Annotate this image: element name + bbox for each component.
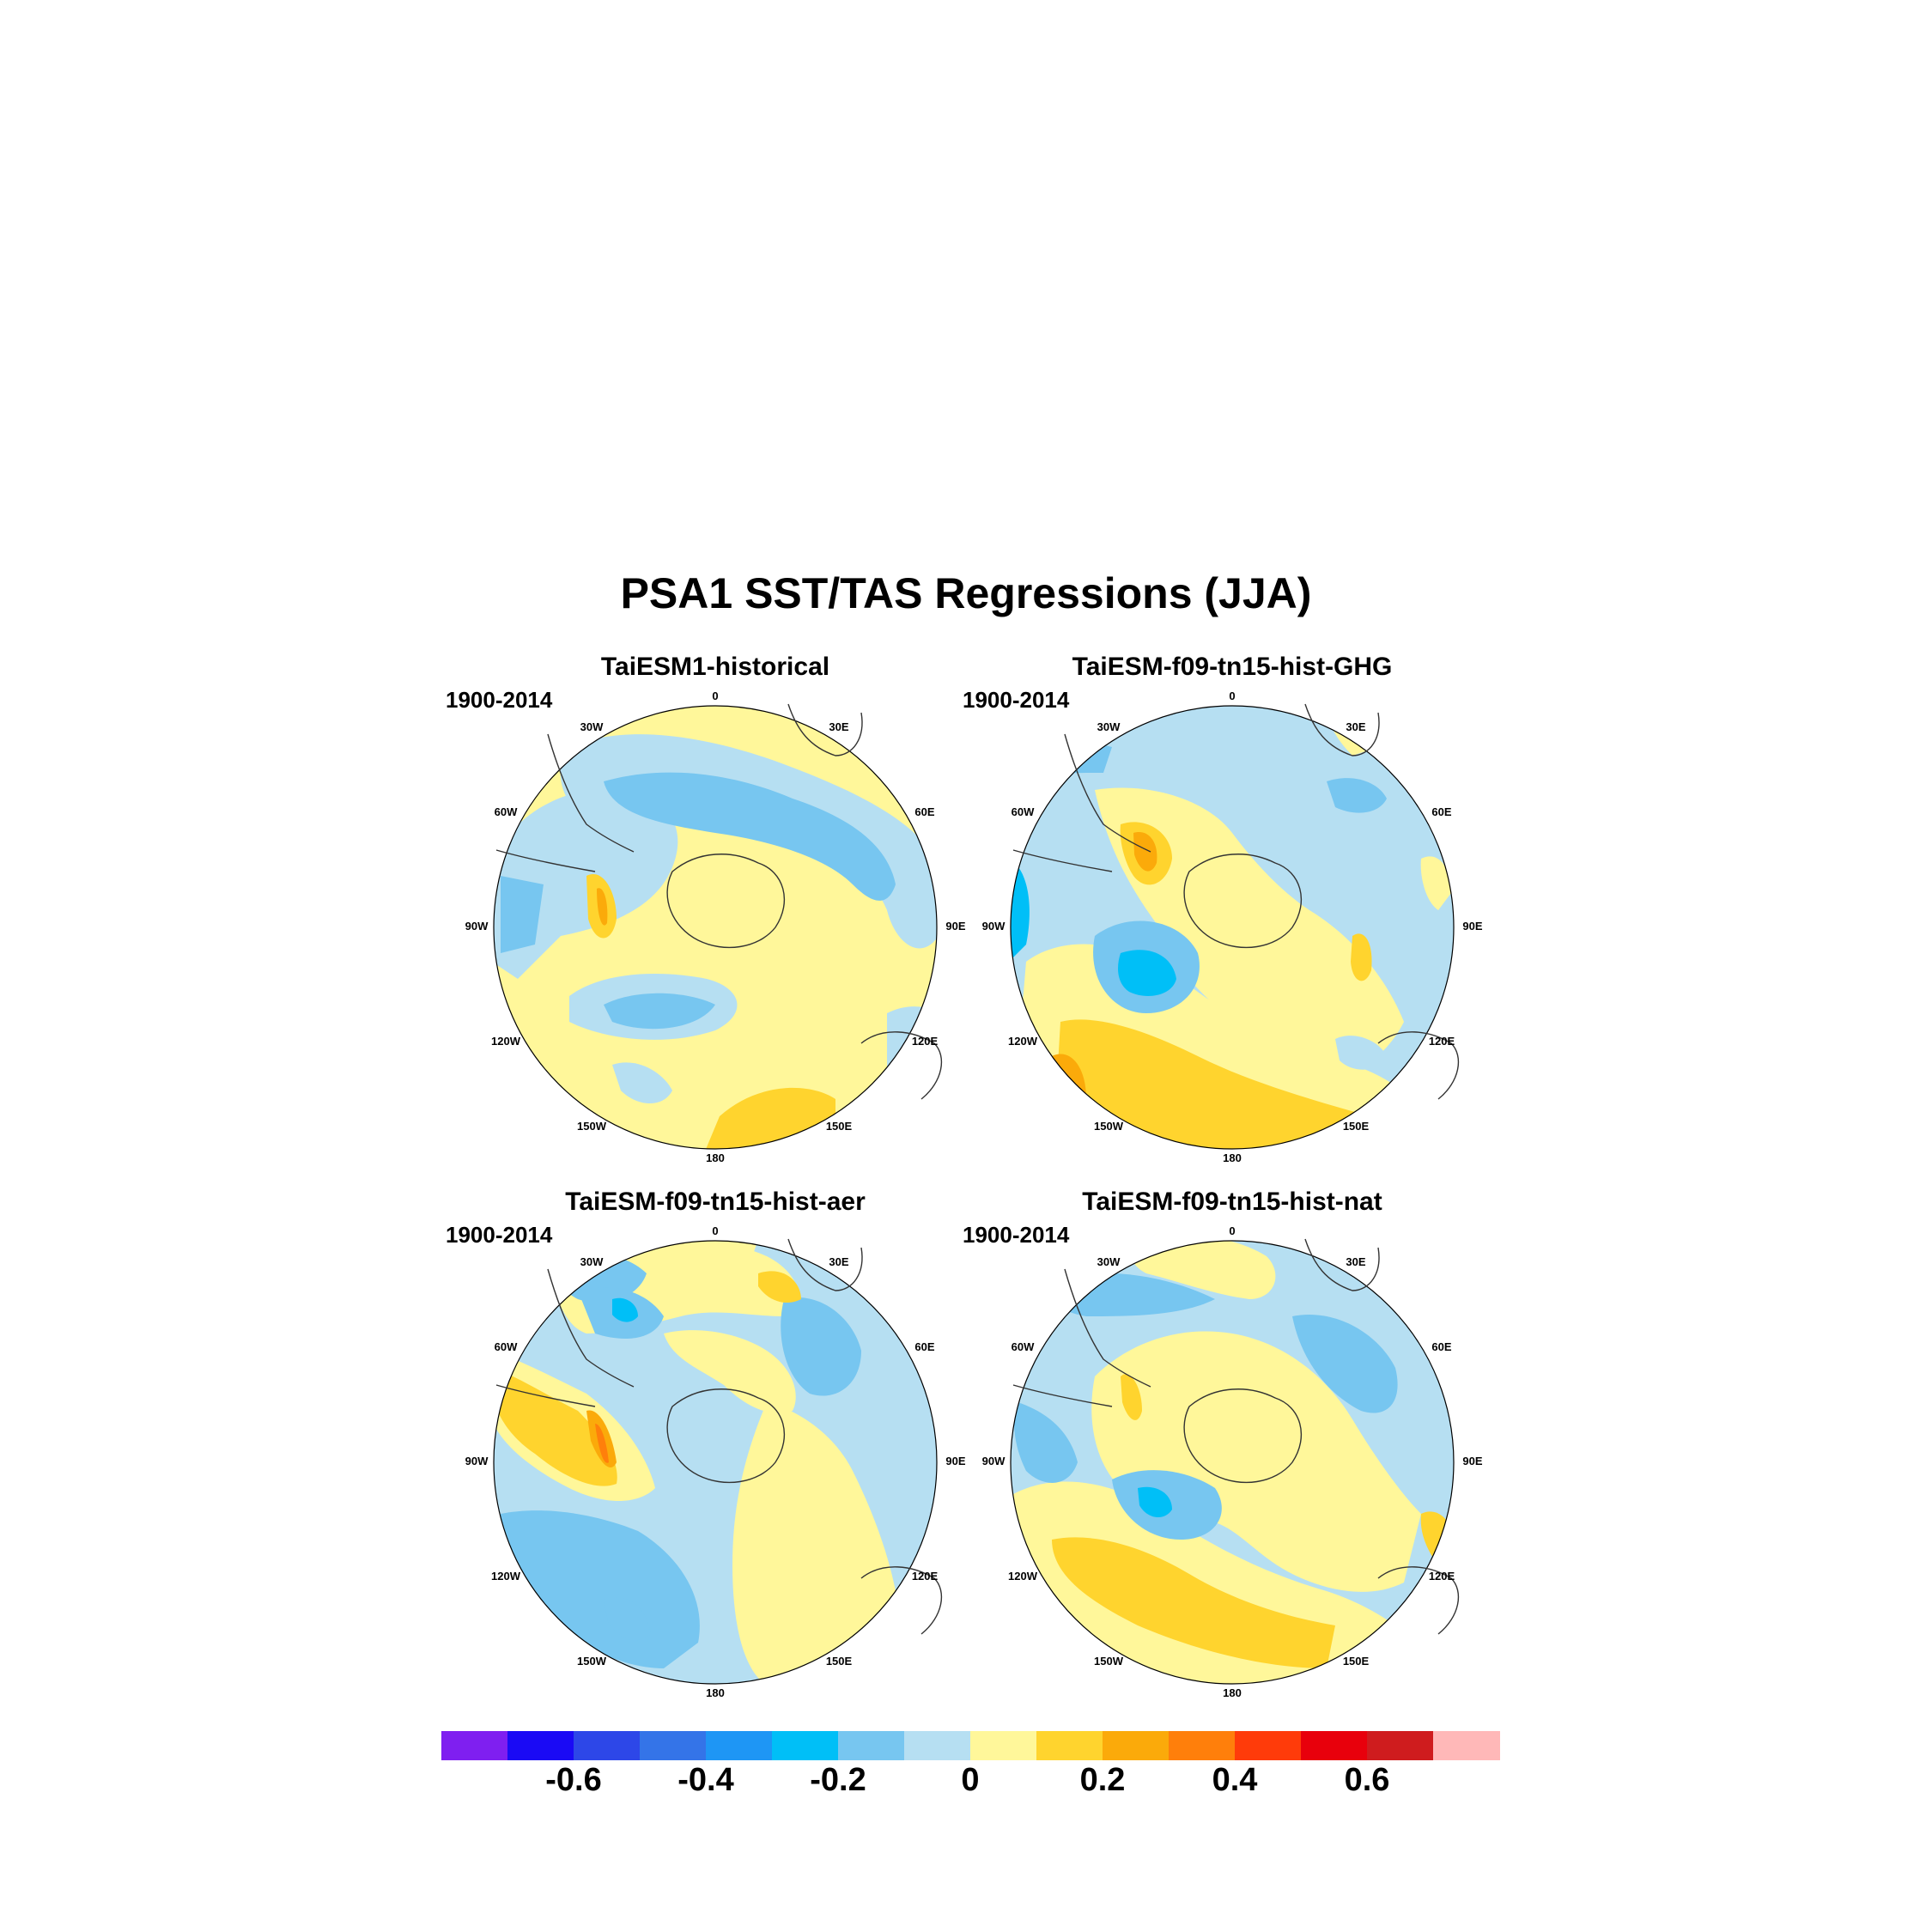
colorbar-cell	[441, 1731, 508, 1760]
lon-label: 150W	[1094, 1655, 1124, 1668]
coastlines	[495, 703, 943, 1100]
colorbar-tick-label: -0.4	[677, 1762, 734, 1798]
lon-label: 120W	[491, 1570, 521, 1583]
lon-label: 30E	[1346, 1255, 1365, 1268]
lon-label: 180	[1223, 1151, 1242, 1164]
lon-label: 150E	[1343, 1655, 1370, 1668]
colorbar-cell	[904, 1731, 971, 1760]
panel-historical: TaiESM1-historical 1900-2014	[406, 653, 1024, 1168]
lon-label: 150W	[1094, 1120, 1124, 1133]
lon-label: 150E	[826, 1120, 853, 1133]
colorbar-cell	[1103, 1731, 1170, 1760]
lon-label: 120E	[912, 1035, 939, 1048]
lon-label: 60E	[1431, 805, 1451, 818]
polar-map: 0 30E 60E 90E 120E 150E 180 150W 120W 90…	[465, 1224, 966, 1699]
lon-label: 60W	[495, 805, 518, 818]
panel-title: TaiESM1-historical	[600, 653, 830, 681]
lon-label: 180	[706, 1151, 725, 1164]
colorbar-tick-label: -0.2	[810, 1762, 866, 1798]
lon-label: 180	[706, 1686, 725, 1699]
lon-label: 90E	[1462, 1455, 1482, 1467]
lon-label: 120W	[1008, 1035, 1038, 1048]
colorbar-tick-label: 0.4	[1212, 1762, 1258, 1798]
colorbar-cell	[507, 1731, 574, 1760]
panel-period: 1900-2014	[963, 1222, 1070, 1248]
colorbar-cell	[970, 1731, 1037, 1760]
colorbar-tick-label: 0.2	[1079, 1762, 1126, 1798]
lon-label: 0	[1229, 690, 1235, 702]
colorbar-cell	[574, 1731, 641, 1760]
regression-field	[1011, 1241, 1454, 1684]
colorbar-cell	[1367, 1731, 1434, 1760]
regression-field	[1011, 706, 1454, 1149]
polar-map: 0 30E 60E 90E 120E 150E 180 150W 120W 90…	[982, 690, 1483, 1164]
lon-label: 30E	[829, 1255, 848, 1268]
lon-label: 90W	[982, 920, 1005, 933]
colorbar-cell	[1433, 1731, 1500, 1760]
lon-label: 90W	[465, 1455, 489, 1467]
regression-field	[494, 1241, 937, 1684]
colorbar-cell	[1169, 1731, 1236, 1760]
lon-label: 180	[1223, 1686, 1242, 1699]
panel-hist-ghg: TaiESM-f09-tn15-hist-GHG 1900-2014	[923, 653, 1541, 1168]
lon-label: 120E	[1429, 1035, 1455, 1048]
colorbar-tick-label: 0.6	[1344, 1762, 1390, 1798]
lon-label: 90W	[982, 1455, 1005, 1467]
lon-label: 150W	[577, 1120, 607, 1133]
lon-label: 60E	[914, 1340, 934, 1353]
polar-map: 0 30E 60E 90E 120E 150E 180 150W 120W 90…	[465, 690, 966, 1164]
lon-label: 60W	[1012, 1340, 1035, 1353]
colorbar-cell	[772, 1731, 839, 1760]
lon-label: 90E	[945, 920, 965, 933]
colorbar-cell	[1036, 1731, 1103, 1760]
lon-label: 0	[712, 690, 718, 702]
lon-label: 120E	[912, 1570, 939, 1583]
colorbar-cell	[706, 1731, 773, 1760]
lon-label: 90E	[1462, 920, 1482, 933]
lon-label: 30W	[1097, 1255, 1121, 1268]
lon-label: 60W	[1012, 805, 1035, 818]
polar-map: 0 30E 60E 90E 120E 150E 180 150W 120W 90…	[982, 1224, 1483, 1699]
lon-label: 30W	[580, 720, 604, 733]
lon-label: 120W	[491, 1035, 521, 1048]
colorbar-cell	[838, 1731, 905, 1760]
lon-label: 150E	[826, 1655, 853, 1668]
lon-label: 90E	[945, 1455, 965, 1467]
lon-label: 60E	[1431, 1340, 1451, 1353]
lon-label: 60E	[914, 805, 934, 818]
coastlines	[1012, 1238, 1460, 1635]
lon-label: 30W	[580, 1255, 604, 1268]
coastlines	[1012, 703, 1460, 1100]
panel-period: 1900-2014	[446, 687, 553, 713]
lon-label: 0	[1229, 1224, 1235, 1237]
panel-period: 1900-2014	[446, 1222, 553, 1248]
panel-title: TaiESM-f09-tn15-hist-GHG	[1072, 653, 1393, 681]
lon-label: 150E	[1343, 1120, 1370, 1133]
panel-title: TaiESM-f09-tn15-hist-nat	[1082, 1188, 1382, 1216]
colorbar-cell	[640, 1731, 707, 1760]
colorbar	[441, 1731, 1500, 1760]
figure-title: PSA1 SST/TAS Regressions (JJA)	[620, 569, 1312, 617]
panel-hist-aer: TaiESM-f09-tn15-hist-aer 1900-2014	[406, 1188, 1024, 1703]
colorbar-cell	[1301, 1731, 1368, 1760]
lon-label: 60W	[495, 1340, 518, 1353]
lon-label: 30E	[829, 720, 848, 733]
panel-period: 1900-2014	[963, 687, 1070, 713]
panel-hist-nat: TaiESM-f09-tn15-hist-nat 1900-2014	[923, 1188, 1541, 1703]
lon-label: 30W	[1097, 720, 1121, 733]
colorbar-tick-label: -0.6	[545, 1762, 602, 1798]
lon-label: 0	[712, 1224, 718, 1237]
panel-title: TaiESM-f09-tn15-hist-aer	[565, 1188, 866, 1216]
lon-label: 120W	[1008, 1570, 1038, 1583]
coastlines	[495, 1238, 943, 1635]
lon-label: 150W	[577, 1655, 607, 1668]
lon-label: 120E	[1429, 1570, 1455, 1583]
colorbar-tick-label: 0	[961, 1762, 980, 1798]
lon-label: 90W	[465, 920, 489, 933]
lon-label: 30E	[1346, 720, 1365, 733]
colorbar-cell	[1235, 1731, 1302, 1760]
